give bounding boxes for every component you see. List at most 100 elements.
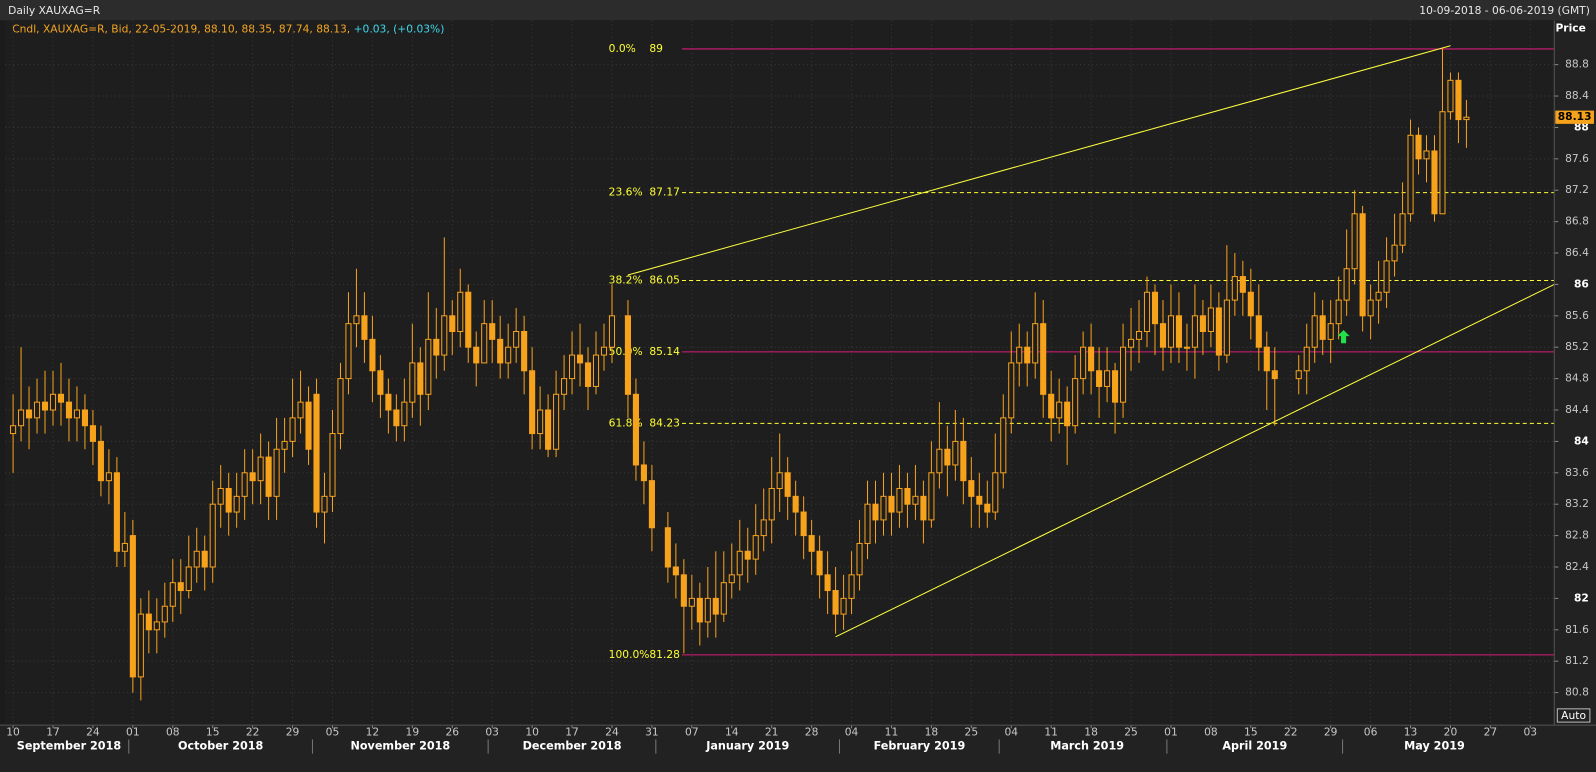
date-range: 10-09-2018 - 06-06-2019 (GMT) (1419, 4, 1590, 17)
candle-body (976, 495, 983, 505)
candle-body (680, 574, 687, 607)
x-tick-label: 15 (206, 725, 220, 738)
candle-body (856, 542, 863, 576)
candle-body (816, 550, 823, 576)
candle-body (273, 448, 280, 497)
candle-body (1207, 307, 1214, 333)
candle-body (848, 574, 855, 599)
month-label: December 2018 (523, 740, 622, 753)
x-tick-label: 04 (845, 725, 859, 738)
y-tick-label: 83.6 (1565, 466, 1589, 479)
fib-value: 84.23 (649, 416, 680, 429)
y-tick-label: 85.6 (1565, 309, 1589, 322)
candle-body (377, 370, 384, 395)
info-line: Cndl, XAUXAG=R, Bid, 22-05-2019, 88.10, … (12, 23, 444, 36)
candle-body (313, 393, 320, 513)
candle-body (1088, 346, 1095, 372)
candle-body (1343, 268, 1350, 301)
y-tick-label: 81.6 (1565, 623, 1589, 636)
x-tick-label: 25 (965, 725, 979, 738)
candle-body (185, 566, 192, 592)
candle-body (1008, 362, 1015, 419)
candle-body (129, 535, 136, 678)
candle-body (289, 417, 296, 442)
x-tick-label: 14 (725, 725, 739, 738)
candle-body (1135, 331, 1143, 340)
candle-body (712, 597, 719, 615)
auto-box[interactable] (1556, 708, 1591, 723)
candle-body (1319, 315, 1326, 340)
candle-body (473, 346, 480, 364)
y-tick-label: 87.2 (1565, 183, 1589, 196)
x-tick-label: 26 (445, 725, 459, 738)
candle-body (1447, 79, 1454, 113)
x-tick-label: 01 (126, 725, 140, 738)
candle-body (736, 550, 743, 576)
candle-body (561, 378, 568, 395)
candle-body (1295, 370, 1302, 380)
candle-body (1255, 315, 1262, 348)
x-tick-label: 11 (1044, 725, 1058, 738)
candle-body (49, 393, 57, 411)
candle-body (425, 338, 432, 395)
x-tick-label: 28 (805, 725, 819, 738)
candle-body (880, 495, 887, 521)
last-price-tag (1555, 110, 1594, 124)
candle-body (249, 472, 256, 482)
axes: 80.8 81.2 81.6 82 82.4 82.8 83.2 83.6 84 84.4 84.8… (0, 20, 1596, 754)
candle-body (1311, 315, 1318, 348)
month-label: October 2018 (178, 740, 264, 753)
candle-body (1423, 150, 1430, 160)
candle-body (1175, 315, 1183, 348)
candle-body (369, 338, 376, 372)
y-tick-label: 86.8 (1565, 215, 1589, 228)
y-tick-label: 81.2 (1565, 654, 1589, 667)
candle-body (161, 605, 168, 623)
candle-body (1151, 291, 1159, 325)
candle-body (505, 346, 512, 364)
autoscale-label[interactable]: Auto (1561, 709, 1586, 722)
candle-body (65, 401, 73, 419)
candle-body (257, 456, 264, 482)
candle-body (241, 472, 248, 497)
candle-body (1383, 260, 1390, 293)
candle-body (824, 574, 831, 592)
candle-body (808, 535, 815, 552)
candle-body (265, 456, 272, 497)
candle-body (672, 566, 679, 576)
candle-body (1159, 323, 1167, 348)
candle-body (553, 393, 560, 450)
x-tick-label: 04 (1004, 725, 1018, 738)
fib-level: 23.6% (609, 186, 643, 199)
candle-body (576, 354, 584, 364)
candle-body (912, 495, 919, 505)
candle-body (1247, 291, 1254, 317)
y-tick-label: 82.4 (1565, 560, 1589, 573)
month-label: February 2019 (874, 740, 966, 753)
candle-body (1455, 79, 1462, 121)
candle-body (105, 472, 112, 482)
y-tick-label: 88.8 (1565, 58, 1589, 71)
candle-body (600, 346, 608, 356)
candle-body (137, 613, 144, 678)
month-label: April 2019 (1222, 740, 1287, 753)
chart-title: Daily XAUXAG=R (8, 4, 101, 17)
candle-body (41, 401, 49, 411)
x-tick-label: 17 (565, 725, 579, 738)
candle-body (18, 409, 25, 427)
fib-value: 87.17 (649, 186, 680, 199)
candle-body (529, 370, 536, 435)
candle-body (481, 323, 488, 364)
fib-level: 38.2% (609, 273, 643, 286)
y-tick-label: 88.4 (1565, 89, 1589, 102)
candle-body (1223, 299, 1230, 356)
layers: 0.0%8923.6%87.1738.2%86.0550.0%85.1461.8… (0, 20, 1596, 754)
candle-body (1215, 307, 1222, 356)
candle-body (776, 472, 783, 490)
candle-body (968, 480, 975, 497)
candle-body (584, 362, 592, 387)
x-tick-label: 19 (406, 725, 420, 738)
candle-body (864, 503, 871, 544)
candle-body (169, 582, 176, 607)
